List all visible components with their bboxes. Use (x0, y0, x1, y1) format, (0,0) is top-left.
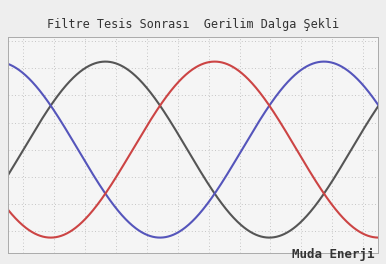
Text: Muda Enerji: Muda Enerji (292, 248, 374, 261)
Text: Filtre Tesis Sonrası  Gerilim Dalga Şekli: Filtre Tesis Sonrası Gerilim Dalga Şekli (47, 18, 339, 31)
